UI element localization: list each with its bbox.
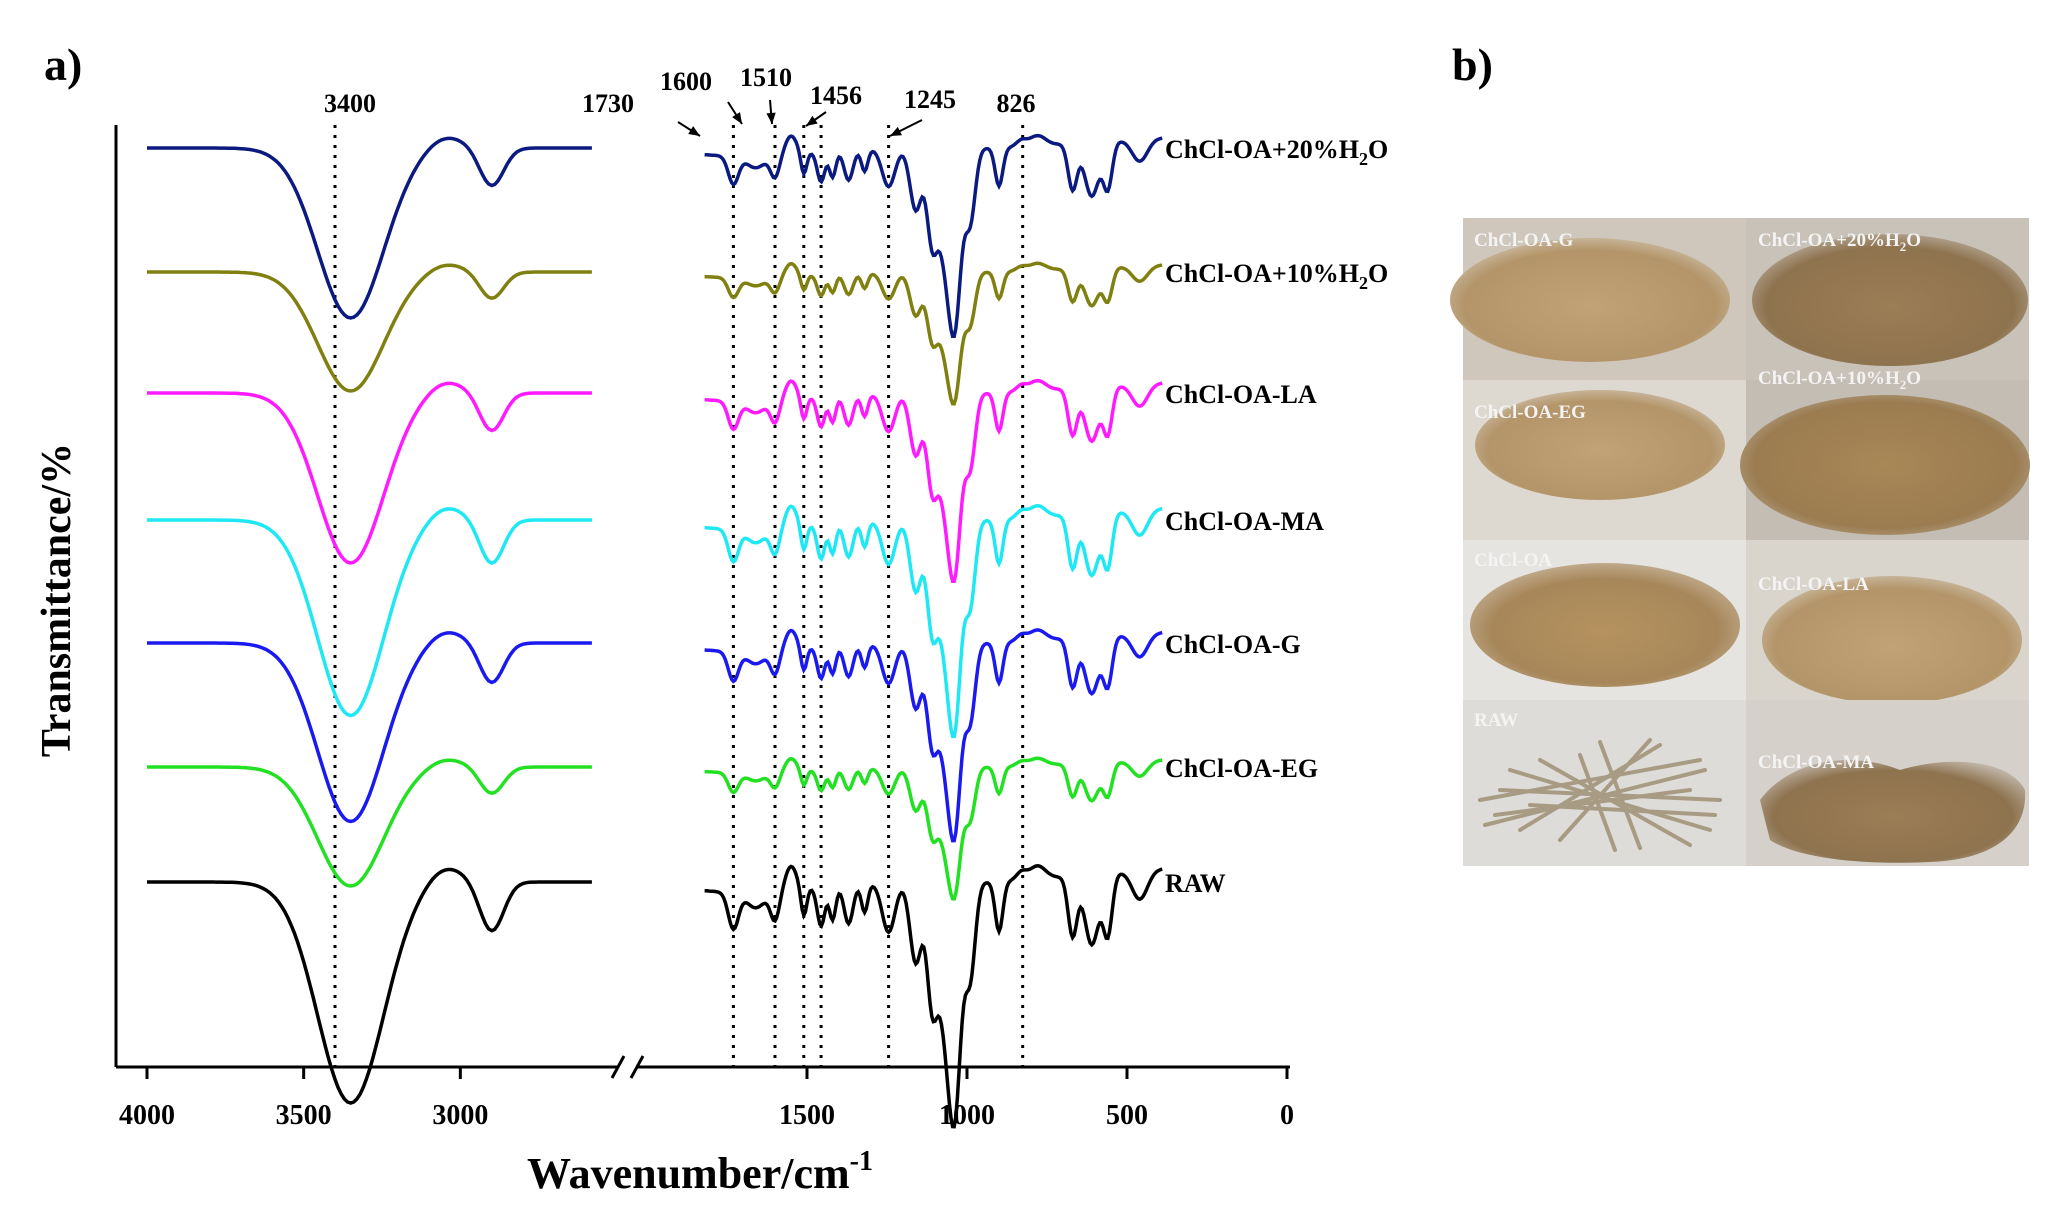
peak-label: 1510 xyxy=(740,63,792,92)
axis-break-mark xyxy=(610,1055,645,1079)
series-label-name: ChCl-OA-MA xyxy=(1165,507,1324,536)
series-5 xyxy=(147,756,1163,901)
peak-arrowhead xyxy=(688,126,700,136)
series-6 xyxy=(147,864,1163,1129)
series-line-left xyxy=(147,381,592,565)
series-label-name: RAW xyxy=(1165,869,1226,898)
photo-label: ChCl-OA-MA xyxy=(1758,752,1874,773)
raw-fibers xyxy=(1478,738,1722,852)
series-1 xyxy=(147,261,1163,406)
series-line-left xyxy=(147,507,592,718)
x-tick-label: 1500 xyxy=(779,1100,835,1131)
peak-label: 1600 xyxy=(660,67,712,96)
photo-label: ChCl-OA-G xyxy=(1474,230,1573,251)
photo-tile-chcl-oa-ma: ChCl-OA-MA xyxy=(1746,700,2029,866)
series-label: ChCl-OA-LA xyxy=(1165,380,1317,409)
x-ticks: 4000 3500 3000 1500 1000 500 0 xyxy=(119,1067,1294,1131)
x-tick-label: 500 xyxy=(1106,1100,1148,1131)
photo-tile-raw: RAW xyxy=(1463,700,1746,866)
series-4 xyxy=(147,628,1163,843)
x-axis-label-main: Wavenumber/cm xyxy=(527,1149,850,1198)
series-label-name: ChCl-OA-G xyxy=(1165,630,1301,659)
series-line-right xyxy=(704,261,1163,406)
peak-arrowhead xyxy=(806,115,818,126)
series-label: RAW xyxy=(1165,869,1226,898)
axes xyxy=(114,125,1290,1079)
series-line-left xyxy=(147,631,592,824)
ftir-plot: 4000 3500 3000 1500 1000 500 0 3400 1730 1600 151… xyxy=(34,63,1388,1198)
x-tick-label: 4000 xyxy=(119,1100,175,1131)
series-label: ChCl-OA-MA xyxy=(1165,507,1324,536)
peak-arrowhead xyxy=(890,126,902,136)
photo-label: ChCl-OA+10%H2O xyxy=(1758,368,1921,392)
series-2 xyxy=(147,378,1163,583)
peak-label: 3400 xyxy=(324,89,376,118)
photo-label: RAW xyxy=(1474,710,1518,731)
series-line-right xyxy=(704,628,1163,843)
peak-label: 1730 xyxy=(582,89,634,118)
reference-lines xyxy=(333,125,1025,1067)
photo-panel: ChCl-OA-G ChCl-OA+20%H2O ChCl-OA-EG ChCl… xyxy=(1450,218,2030,866)
series-line-left xyxy=(147,758,592,888)
photo-label: ChCl-OA-EG xyxy=(1474,402,1586,423)
x-tick-label: 1000 xyxy=(939,1100,995,1131)
series-0 xyxy=(147,133,1163,338)
x-tick-label: 3500 xyxy=(276,1100,332,1131)
series-label-sub: 2 xyxy=(1359,149,1368,169)
series-label-end: O xyxy=(1368,135,1388,164)
peak-label: 826 xyxy=(997,89,1036,118)
spectra-traces xyxy=(147,133,1163,1129)
x-tick-label: 3000 xyxy=(432,1100,488,1131)
peak-label: 1245 xyxy=(904,85,956,114)
photo-label: ChCl-OA-LA xyxy=(1758,574,1869,595)
series-line-right xyxy=(704,864,1163,1129)
series-label: ChCl-OA+20%H2O xyxy=(1165,135,1388,169)
series-line-left xyxy=(147,136,592,320)
series-line-left xyxy=(147,867,592,1105)
x-axis-label-sup: -1 xyxy=(850,1146,873,1177)
series-line-left xyxy=(147,263,592,393)
series-line-right xyxy=(704,133,1163,338)
series-label: ChCl-OA+10%H2O xyxy=(1165,259,1388,293)
series-label: ChCl-OA-EG xyxy=(1165,754,1318,783)
peak-labels: 3400 1730 1600 1510 1456 1245 826 xyxy=(324,63,1036,137)
series-line-right xyxy=(704,756,1163,901)
series-line-right xyxy=(704,378,1163,583)
peak-arrowhead xyxy=(732,112,742,124)
series-label-name: ChCl-OA+10%H xyxy=(1165,259,1359,288)
photo-label: ChCl-OA xyxy=(1474,550,1552,571)
photo-tile-chcl-oa: ChCl-OA xyxy=(1463,540,1746,700)
series-label-name: ChCl-OA-LA xyxy=(1165,380,1317,409)
series-line-right xyxy=(704,503,1163,739)
photo-tile-chcl-oa-10-h2o: ChCl-OA+10%H2O xyxy=(1740,368,2030,540)
series-3 xyxy=(147,503,1163,739)
series-labels: ChCl-OA+20%H2OChCl-OA+10%H2OChCl-OA-LACh… xyxy=(1165,135,1388,898)
y-axis-label: Transmittance/% xyxy=(34,443,80,757)
photo-label: ChCl-OA+20%H2O xyxy=(1758,230,1921,254)
photo-tile-chcl-oa-la: ChCl-OA-LA xyxy=(1746,540,2029,704)
series-label-sub: 2 xyxy=(1359,273,1368,293)
photo-tile-chcl-oa-g: ChCl-OA-G xyxy=(1450,218,1746,380)
peak-arrowhead xyxy=(766,112,776,124)
panel-label-b: b) xyxy=(1452,39,1493,90)
panel-label-a: a) xyxy=(44,39,82,90)
photo-tile-chcl-oa-20-h2o: ChCl-OA+20%H2O xyxy=(1746,218,2029,380)
x-tick-label: 0 xyxy=(1280,1100,1294,1131)
photo-tile-chcl-oa-eg: ChCl-OA-EG xyxy=(1463,380,1746,540)
series-label-end: O xyxy=(1368,259,1388,288)
series-label-name: ChCl-OA+20%H xyxy=(1165,135,1359,164)
peak-label: 1456 xyxy=(810,81,862,110)
x-axis-label: Wavenumber/cm-1 xyxy=(527,1146,873,1198)
series-label-name: ChCl-OA-EG xyxy=(1165,754,1318,783)
series-label: ChCl-OA-G xyxy=(1165,630,1301,659)
